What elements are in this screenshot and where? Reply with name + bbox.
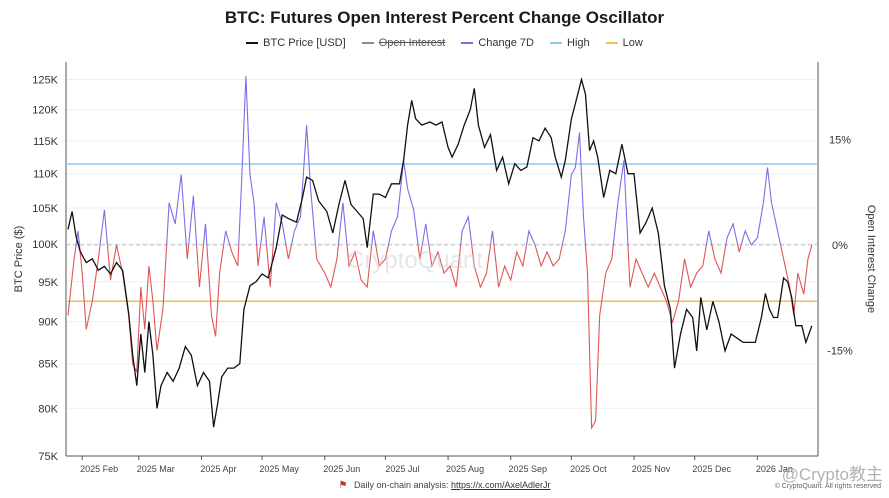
x-tick-label: 2025 Jul <box>385 464 419 474</box>
legend-swatch <box>461 42 474 44</box>
left-tick-label: 75K <box>38 451 58 463</box>
legend-label: Low <box>622 37 643 49</box>
legend-swatch <box>605 42 618 44</box>
x-tick-label: 2025 Aug <box>446 464 484 474</box>
x-tick-label: 2025 Oct <box>570 464 607 474</box>
x-tick-label: 2025 Sep <box>508 464 547 474</box>
change-7d-line-negative <box>67 244 813 430</box>
left-tick-label: 90K <box>38 317 58 329</box>
corner-watermark: @Crypto教主 <box>781 465 883 484</box>
x-tick-label: 2025 Mar <box>137 464 175 474</box>
left-tick-label: 115K <box>33 136 59 148</box>
change-7d-line-positive <box>75 76 813 245</box>
left-tick-label: 85K <box>38 359 58 371</box>
legend-item[interactable]: Change 7D <box>461 37 534 49</box>
btc-price-line <box>67 76 813 428</box>
left-axis-title: BTC Price ($) <box>13 226 25 293</box>
left-tick-label: 100K <box>32 239 58 251</box>
legend-item[interactable]: Low <box>605 37 643 49</box>
legend-item[interactable]: BTC Price [USD] <box>246 37 346 49</box>
x-tick-label: 2025 Dec <box>692 464 731 474</box>
left-tick-label: 120K <box>32 105 58 117</box>
legend-label: Change 7D <box>478 37 534 49</box>
copyright-text: © CryptoQuant. All rights reserved <box>774 483 881 490</box>
x-tick-label: 2025 Apr <box>200 464 236 474</box>
flag-icon: ⚑ <box>338 480 348 491</box>
right-tick-label: 15% <box>829 134 851 146</box>
right-tick-label: -15% <box>827 345 853 357</box>
footer: ⚑ Daily on-chain analysis: https://x.com… <box>0 480 889 491</box>
left-tick-label: 95K <box>38 277 58 289</box>
chart-legend: BTC Price [USD] Open Interest Change 7D Hig… <box>0 37 889 49</box>
left-tick-label: 80K <box>38 403 58 415</box>
left-tick-label: 105K <box>32 203 58 215</box>
cryptoquant-watermark: CryptoQuant <box>347 247 484 274</box>
legend-label: Open Interest <box>378 37 446 49</box>
x-tick-label: 2025 Feb <box>80 464 118 474</box>
legend-swatch <box>361 42 374 44</box>
legend-swatch <box>550 42 562 44</box>
footer-link[interactable]: https://x.com/AxelAdlerJr <box>451 480 551 490</box>
legend-item[interactable]: High <box>550 37 590 49</box>
legend-label: High <box>567 37 590 49</box>
x-tick-label: 2025 Nov <box>632 464 671 474</box>
x-tick-label: 2026 Jan <box>756 464 793 474</box>
x-tick-label: 2025 May <box>259 464 299 474</box>
chart-title: BTC: Futures Open Interest Percent Chang… <box>224 8 665 27</box>
right-tick-label: 0% <box>832 240 848 252</box>
right-axis-title: Open Interest Change <box>865 205 877 313</box>
x-tick-label: 2025 Jun <box>323 464 360 474</box>
left-tick-label: 125K <box>32 74 58 86</box>
left-tick-label: 110K <box>33 169 59 181</box>
legend-label: BTC Price [USD] <box>263 37 346 49</box>
legend-item[interactable]: Open Interest <box>361 37 446 49</box>
footer-text: Daily on-chain analysis: <box>353 480 449 490</box>
legend-swatch <box>246 42 259 44</box>
